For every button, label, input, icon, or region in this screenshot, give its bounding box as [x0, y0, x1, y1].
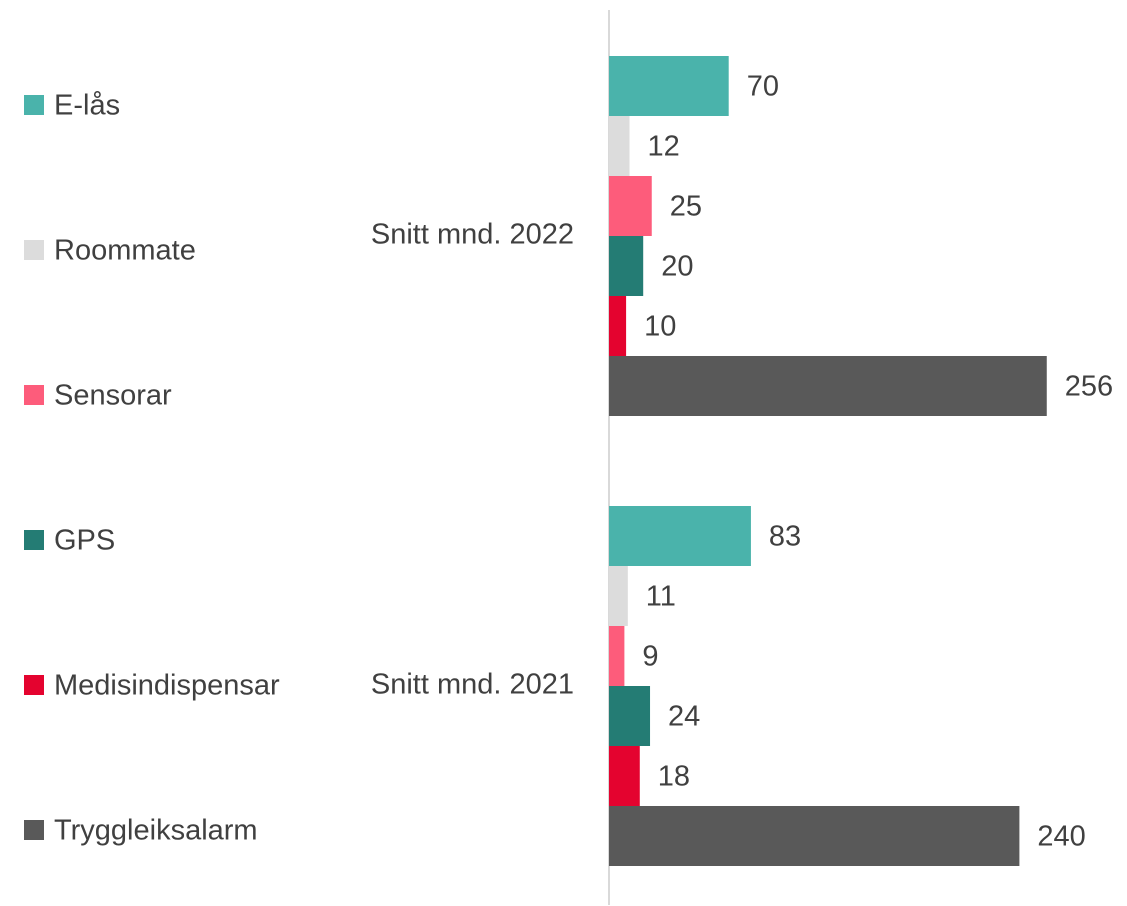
legend-label: E-lås: [54, 90, 120, 122]
value-label: 20: [661, 251, 693, 283]
bar: [609, 56, 729, 116]
value-label: 25: [670, 191, 702, 223]
bar: [609, 806, 1020, 866]
value-label: 70: [747, 71, 779, 103]
category-label: Snitt mnd. 2021: [371, 669, 574, 701]
bar: [609, 176, 652, 236]
value-label: 11: [646, 581, 676, 613]
bar: [609, 356, 1047, 416]
value-label: 10: [644, 311, 676, 343]
bar: [609, 296, 627, 356]
bar: [609, 566, 628, 626]
value-label: 256: [1065, 371, 1113, 403]
value-label: 240: [1037, 821, 1085, 853]
bar: [609, 686, 651, 746]
legend-label: Sensorar: [54, 380, 172, 412]
value-label: 18: [658, 761, 690, 793]
bar: [609, 116, 630, 176]
value-label: 83: [769, 521, 801, 553]
bar: [609, 746, 640, 806]
value-label: 12: [648, 131, 680, 163]
legend-swatch: [24, 95, 44, 115]
category-label: Snitt mnd. 2022: [371, 219, 574, 251]
legend-swatch: [24, 385, 44, 405]
legend-swatch: [24, 820, 44, 840]
legend-label: Medisindispensar: [54, 670, 280, 702]
bar: [609, 506, 751, 566]
bar: [609, 626, 625, 686]
legend-label: GPS: [54, 525, 115, 557]
legend-label: Tryggleiksalarm: [54, 815, 258, 847]
legend-label: Roommate: [54, 235, 196, 267]
legend-swatch: [24, 675, 44, 695]
legend-swatch: [24, 530, 44, 550]
legend-swatch: [24, 240, 44, 260]
value-label: 24: [668, 701, 700, 733]
value-label: 9: [642, 641, 658, 673]
bar: [609, 236, 644, 296]
